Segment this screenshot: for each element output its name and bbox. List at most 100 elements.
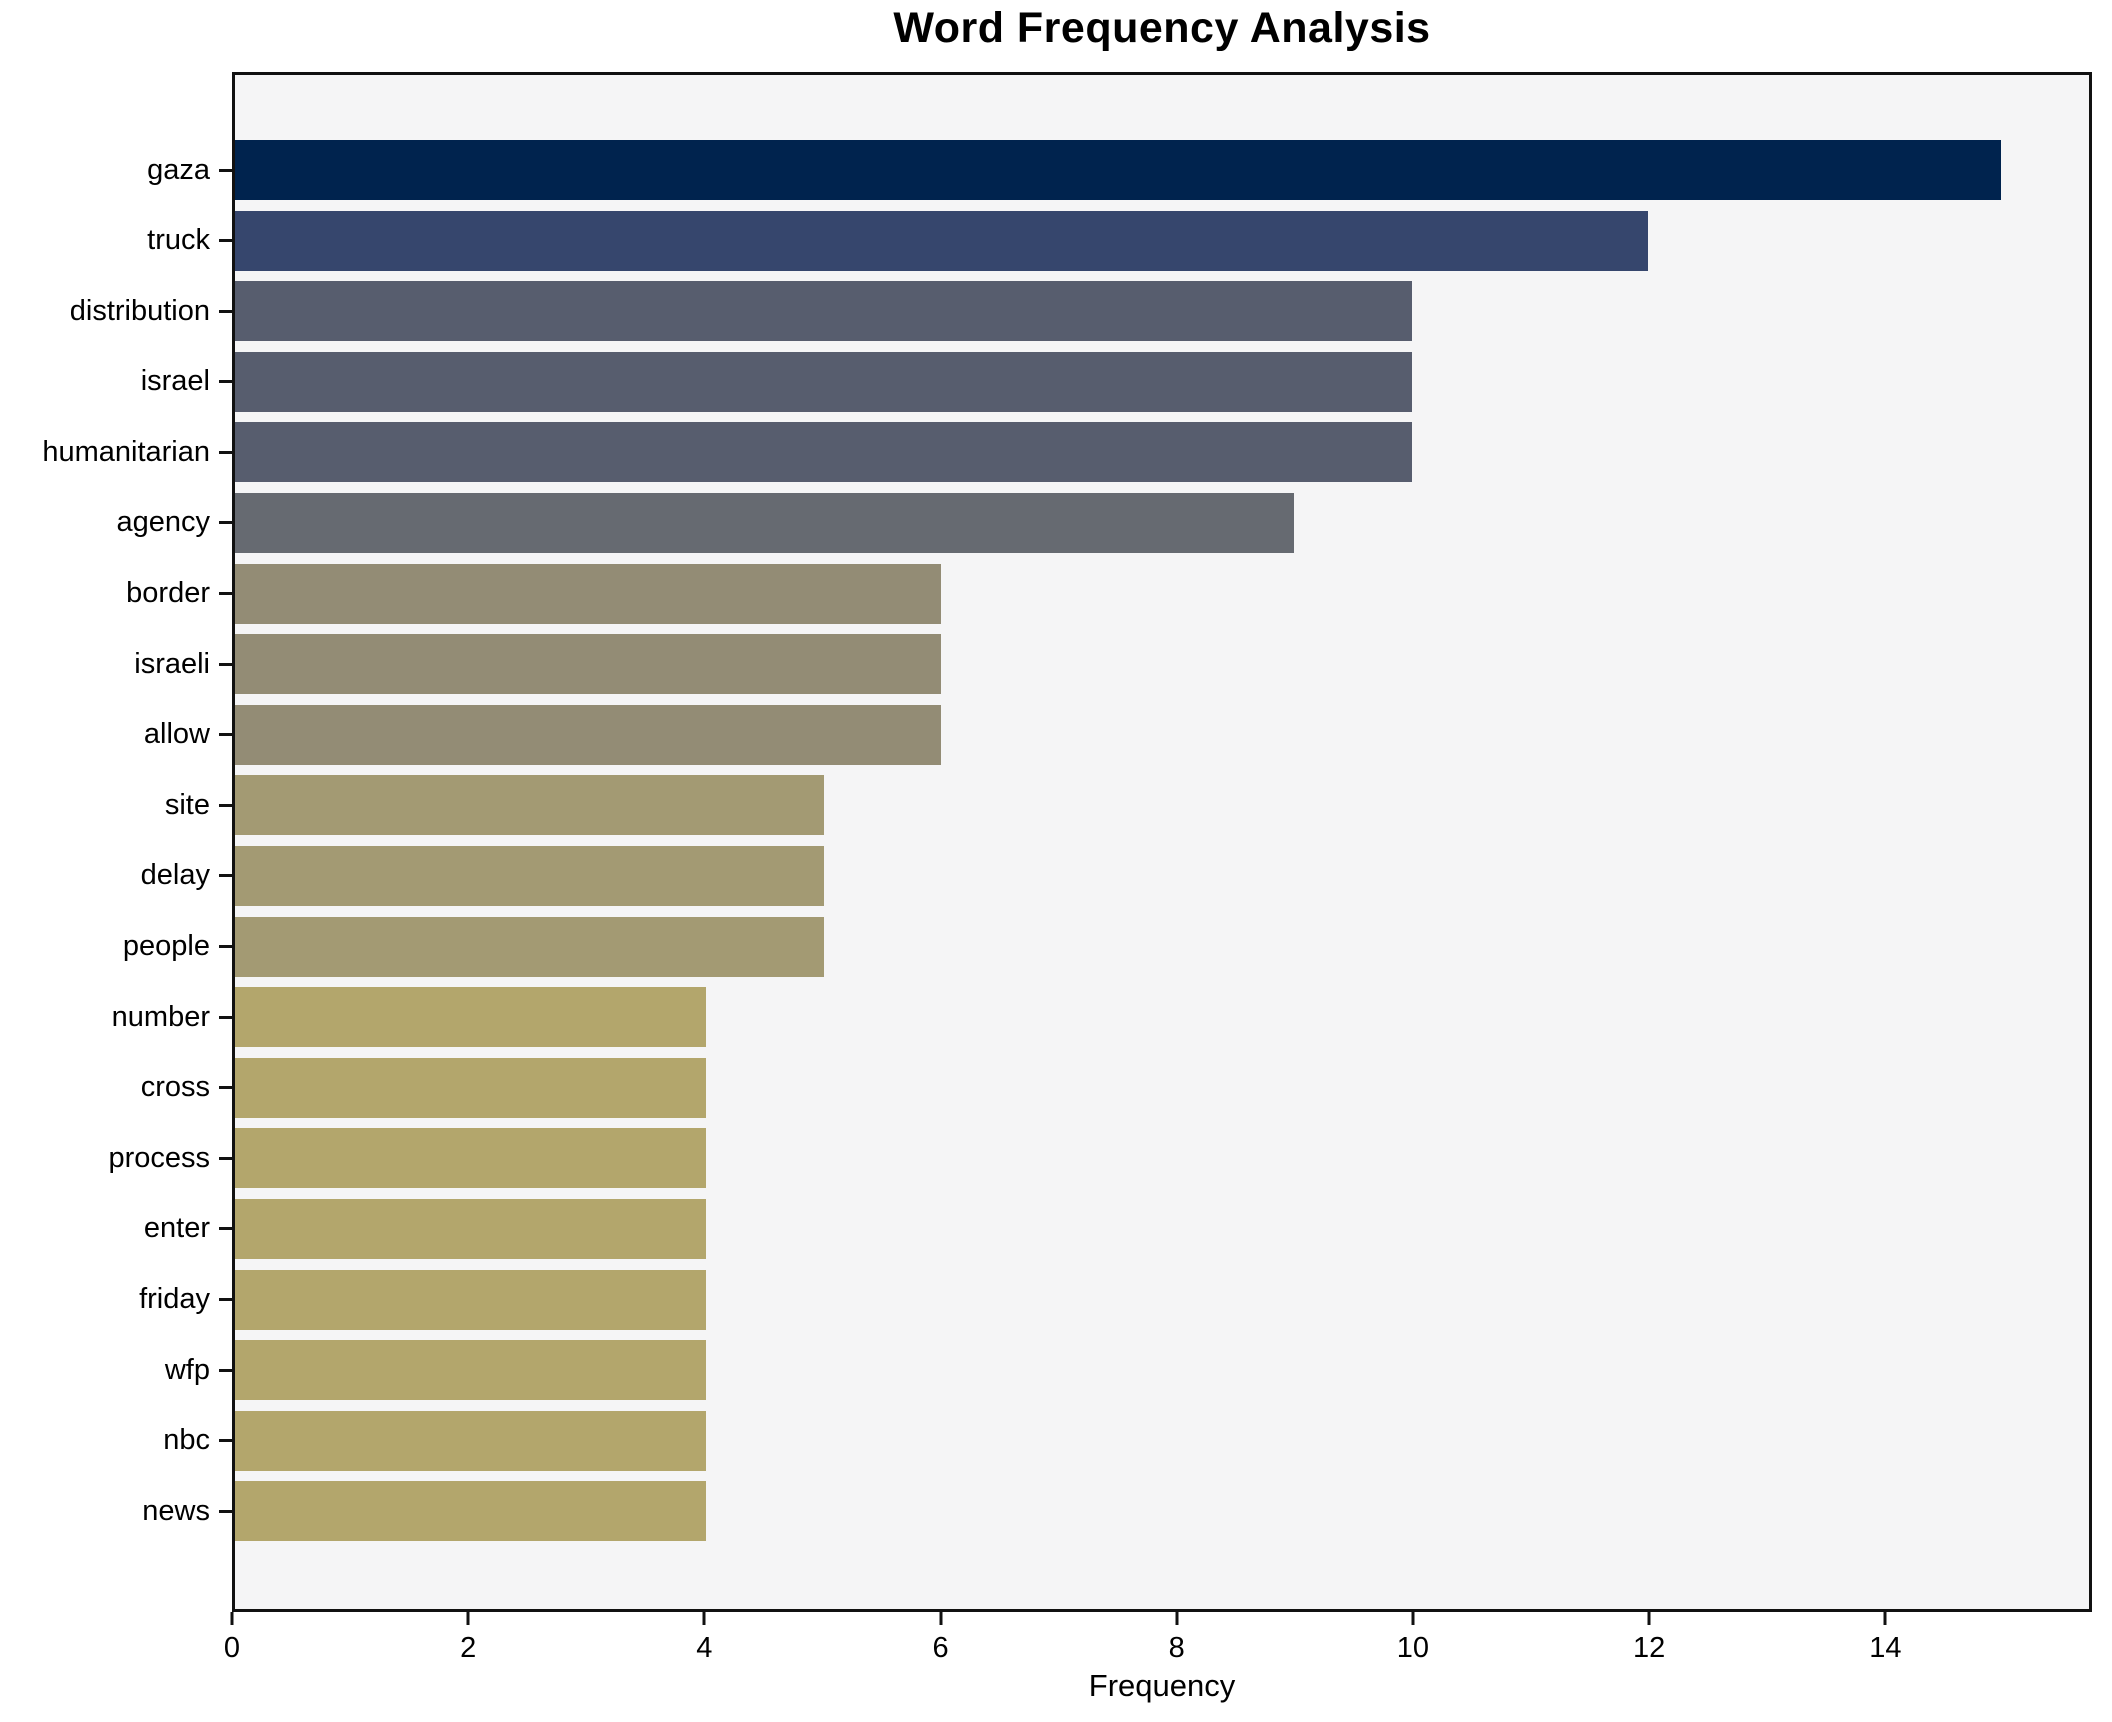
y-label-news: news [142,1494,210,1527]
bar-row [235,987,2089,1048]
bar-nbc [235,1410,706,1471]
y-tick-mark [219,380,232,384]
bar-row [235,351,2089,412]
y-tick-mark [219,733,232,737]
bar-wfp [235,1340,706,1401]
bar-row [235,492,2089,553]
x-tick-label-8: 8 [1168,1632,1185,1664]
bar-humanitarian [235,422,1413,483]
y-label-row: process [0,1128,232,1188]
bar-row [235,775,2089,836]
y-label-distribution: distribution [69,294,210,327]
x-tick-mark [939,1612,943,1625]
bar-delay [235,845,824,906]
y-tick-mark [219,803,232,807]
x-tick-label-12: 12 [1633,1632,1666,1664]
x-tick-mark [230,1612,234,1625]
y-tick-mark [219,1439,232,1443]
bar-row [235,281,2089,342]
bar-truck [235,210,1648,271]
x-axis: 0 2 4 6 8 10 12 14 [224,1612,2092,1672]
y-label-row: humanitarian [0,422,232,482]
y-tick-mark [219,1086,232,1090]
y-axis-labels: gaza truck distribution israel humanitarian a… [0,75,232,1541]
y-label-delay: delay [140,859,210,892]
y-tick-mark [219,592,232,596]
bar-agency [235,492,1295,553]
bars-container [235,75,2089,1542]
x-tick-label-2: 2 [460,1632,477,1664]
x-tick-mark [1883,1612,1887,1625]
bar-allow [235,704,942,765]
y-label-gaza: gaza [147,153,210,186]
y-label-friday: friday [139,1283,210,1315]
x-tick-mark [1175,1612,1179,1625]
y-tick-mark [219,1156,232,1160]
bar-row [235,704,2089,765]
y-tick-mark [219,1015,232,1019]
bar-row [235,1340,2089,1401]
y-label-truck: truck [147,224,210,257]
bar-row [235,140,2089,200]
y-tick-mark [219,168,232,172]
y-tick-mark [219,1298,232,1301]
bar-row [235,1269,2089,1330]
x-tick-mark [1647,1612,1651,1625]
bar-gaza [235,140,2001,200]
y-label-border: border [126,577,210,610]
bar-enter [235,1198,706,1259]
plot-area [232,72,2092,1612]
bar-row [235,563,2089,624]
bar-process [235,1128,706,1189]
bar-friday [235,1269,706,1330]
bar-row [235,1481,2089,1542]
y-label-wfp: wfp [164,1353,210,1386]
y-label-row: wfp [0,1340,232,1400]
bar-site [235,775,824,836]
y-tick-mark [219,1227,232,1231]
y-tick-mark [219,309,232,313]
y-tick-mark [219,521,232,525]
y-label-nbc: nbc [163,1424,210,1457]
x-tick-label-0: 0 [223,1632,241,1664]
x-tick-mark [466,1612,470,1625]
bar-distribution [235,281,1413,342]
y-label-row: border [0,564,232,624]
y-label-row: site [0,775,232,835]
bar-israeli [235,634,942,695]
bar-row [235,845,2089,906]
y-label-humanitarian: humanitarian [42,435,210,468]
y-label-row: gaza [0,140,232,200]
y-label-row: cross [0,1058,232,1118]
y-label-cross: cross [140,1071,210,1104]
y-label-allow: allow [143,718,210,751]
y-tick-mark [219,874,232,878]
y-label-row: nbc [0,1411,232,1471]
x-axis-title: Frequency [1088,1668,1236,1703]
bar-cross [235,1057,706,1118]
bar-news [235,1481,706,1542]
y-label-row: agency [0,493,232,553]
y-label-row: israeli [0,634,232,694]
y-tick-mark [219,662,232,666]
bar-israel [235,351,1413,412]
y-tick-mark [219,945,232,949]
y-tick-mark [219,1509,232,1513]
chart-title: Word Frequency Analysis [893,4,1431,52]
y-tick-mark [219,239,232,243]
y-label-people: people [122,930,210,963]
y-label-row: news [0,1481,232,1541]
y-label-row: enter [0,1199,232,1259]
y-label-enter: enter [143,1212,210,1245]
x-tick-mark [702,1612,706,1625]
y-tick-mark [219,1368,232,1372]
bar-row [235,634,2089,695]
bar-row [235,1198,2089,1259]
y-label-row: people [0,917,232,977]
x-tick-label-10: 10 [1396,1632,1430,1664]
bar-row [235,1057,2089,1118]
x-tick-label-4: 4 [696,1632,713,1664]
bar-row [235,210,2089,271]
y-label-israel: israel [140,365,210,398]
